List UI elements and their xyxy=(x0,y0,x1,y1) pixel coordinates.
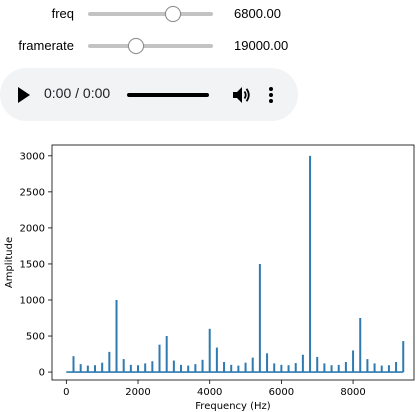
volume-icon[interactable] xyxy=(231,85,251,105)
y-tick-label: 2500 xyxy=(20,187,45,198)
framerate-label: framerate xyxy=(18,38,74,53)
spectrum-chart: 0 2000 4000 6000 8000 0 500 1000 1500 2000 2500 300… xyxy=(4,144,415,412)
y-tick-label: 500 xyxy=(26,332,45,343)
x-tick-label: 4000 xyxy=(197,387,222,398)
y-tick-label: 3000 xyxy=(20,151,45,162)
freq-slider-row: freq 6800.00 xyxy=(0,0,420,28)
x-tick-label: 0 xyxy=(63,387,69,398)
plot-frame xyxy=(51,144,415,381)
framerate-slider[interactable] xyxy=(88,44,213,48)
y-tick-label: 1500 xyxy=(20,259,45,270)
audio-time: 0:00 / 0:00 xyxy=(44,85,111,101)
framerate-slider-thumb[interactable] xyxy=(127,38,144,54)
framerate-value: 19000.00 xyxy=(234,38,289,53)
x-axis-label: Frequency (Hz) xyxy=(195,401,271,412)
y-tick-label: 2000 xyxy=(20,223,45,234)
audio-progress-bar[interactable] xyxy=(127,93,209,97)
more-options-icon[interactable] xyxy=(263,85,279,105)
audio-player: 0:00 / 0:00 xyxy=(0,68,298,121)
y-tick-label: 1000 xyxy=(20,295,45,306)
play-icon[interactable] xyxy=(17,86,31,104)
x-tick-label: 8000 xyxy=(340,387,365,398)
x-tick-label: 6000 xyxy=(269,387,294,398)
y-axis-label: Amplitude xyxy=(4,237,15,288)
freq-label: freq xyxy=(51,6,74,21)
freq-value: 6800.00 xyxy=(234,6,281,21)
x-tick-label: 2000 xyxy=(125,387,150,398)
freq-slider-thumb[interactable] xyxy=(165,6,181,22)
freq-slider[interactable] xyxy=(88,12,213,16)
framerate-slider-row: framerate 19000.00 xyxy=(0,32,420,60)
y-tick-label: 0 xyxy=(39,368,45,379)
